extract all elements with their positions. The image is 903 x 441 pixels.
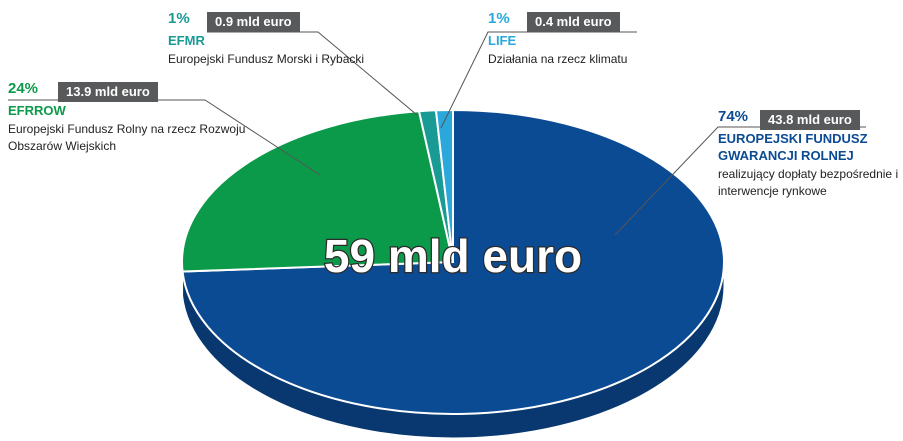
value-label: 74% bbox=[718, 108, 749, 125]
value-label: 1% bbox=[168, 10, 190, 27]
category-label: EFRROW bbox=[8, 103, 66, 118]
chart-title: 59 mld euro bbox=[324, 230, 582, 282]
category-label: EUROPEJSKI FUNDUSZ GWARANCJI ROLNEJ bbox=[718, 131, 868, 163]
amount-label: 0.9 mld euro bbox=[207, 12, 300, 32]
leader-line bbox=[207, 31, 418, 116]
category-description: Europejski Fundusz Rolny na rzecz Rozwoj… bbox=[8, 122, 246, 153]
value-label: 24% bbox=[8, 80, 39, 97]
value-label: 1% bbox=[488, 10, 510, 27]
amount-label: 13.9 mld euro bbox=[58, 82, 158, 102]
pie-slice bbox=[434, 108, 454, 263]
amount-label: 0.4 mld euro bbox=[527, 12, 620, 32]
category-label: EFMR bbox=[168, 33, 205, 48]
category-description: realizujący dopłaty bezpośrednie i inter… bbox=[718, 167, 899, 198]
category-description: Europejski Fundusz Morski i Rybacki bbox=[168, 52, 365, 66]
pie-slice bbox=[181, 110, 455, 273]
leader-line bbox=[440, 31, 637, 129]
category-description: Działania na rzecz klimatu bbox=[488, 52, 628, 66]
category-label: LIFE bbox=[488, 33, 517, 48]
amount-label: 43.8 mld euro bbox=[760, 110, 860, 130]
